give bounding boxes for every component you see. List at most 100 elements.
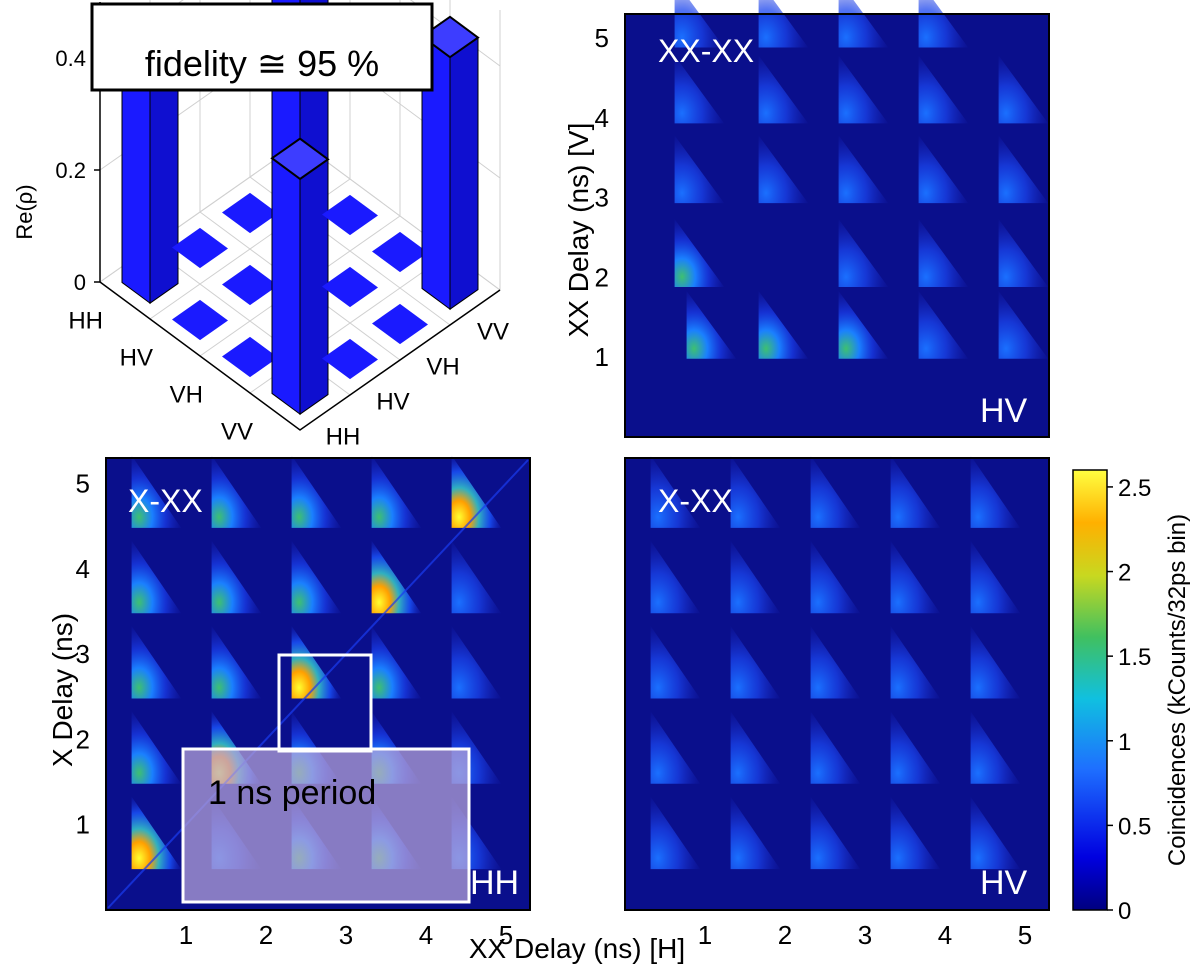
heatmap-x-xx-hh-yticks: 1 2 3 4 5 [76,469,90,840]
heatmap-xx-xx-basis: HV [980,392,1028,430]
heatmap-peak-1-4 [998,290,1049,359]
heatmap-peak-3-8 [890,711,941,784]
xtick-label-3-4: 5 [1018,920,1032,950]
xtick-label-3-3: 4 [938,920,952,950]
heatmap-peak-1-19 [674,0,725,48]
heatmap-peak-2-12 [291,626,342,699]
colorbar-tick-label-5: 2.5 [1118,475,1151,502]
ytick-label-1-3: 4 [595,103,609,133]
heatmap-peak-3-10 [650,626,701,699]
heatmap-peak-1-17 [918,55,969,124]
heatmap-peak-1-12 [918,135,969,204]
heatmap-xx-xx-peaks [674,0,1049,359]
colorbar: 0 0.5 1 1.5 2 2.5 Coincidences (kCounts/32ps … [1072,469,1191,925]
heatmap-peak-3-0 [650,796,701,870]
heatmap-peak-1-11 [838,135,889,204]
density-matrix-zlabel: Re(ρ) [12,184,37,239]
row-label-3: VV [221,419,253,446]
xtick-label-2-3: 4 [419,920,433,950]
fidelity-title: fidelity ≅ 95 % [145,43,379,84]
heatmap-peak-3-1 [730,796,781,870]
xtick-label-2-2: 3 [339,920,353,950]
density-matrix-row-labels: HH HV VH VV [68,308,253,446]
heatmap-peak-1-9 [674,135,725,204]
heatmap-x-xx-hh-diagonal [107,459,529,909]
heatmap-x-xx-hv-panel: X-XX HV 1 2 3 4 5 [624,455,1050,950]
heatmap-x-xx-hh-xticks: 1 2 3 4 5 [179,920,513,950]
heatmap-peak-3-23 [890,455,941,528]
ytick-label-1-1: 2 [595,262,609,292]
heatmap-peak-2-22 [291,455,342,528]
heatmap-xx-xx-label: XX-XX [658,33,754,69]
heatmap-peak-1-6 [838,219,889,287]
heatmap-peak-3-18 [890,540,941,614]
heatmap-x-xx-hv-peaks [650,455,1021,870]
ytick-label-1-2: 3 [595,183,609,213]
ytick-label-2-1: 2 [76,724,90,754]
heatmap-peak-2-18 [371,540,422,614]
heatmap-peak-3-6 [730,711,781,784]
heatmap-peak-2-23 [371,455,422,528]
heatmap-peak-3-21 [730,455,781,528]
colorbar-ticks: 0 0.5 1 1.5 2 2.5 [1107,475,1151,925]
xtick-label-2-0: 1 [179,920,193,950]
heatmap-x-xx-hh-basis: HH [470,864,519,902]
xtick-label-3-0: 1 [698,920,712,950]
heatmap-peak-1-10 [758,135,809,204]
ytick-label-2-2: 3 [76,639,90,669]
heatmap-peak-2-10 [131,626,182,699]
density-matrix-panel: 0 0.2 0.4 Re(ρ) HH HV VH VV HH HV VH VV fidelity… [12,0,509,451]
heatmap-peak-2-17 [291,540,342,614]
ytick-label-2-3: 4 [76,554,90,584]
heatmap-peak-3-7 [810,711,861,784]
ytick-label-1-0: 1 [595,342,609,372]
heatmap-peak-3-13 [890,626,941,699]
shared-xlabel: XX Delay (ns) [H] [469,933,685,964]
heatmap-peak-3-16 [730,540,781,614]
density-matrix-zticks: 0 0.2 0.4 [55,46,100,295]
ytick-label-2-0: 1 [76,810,90,840]
ytick-label-2-4: 5 [76,469,90,499]
bar-vv-hv-flat [322,338,378,380]
row-label-2: VH [170,382,203,409]
colorbar-tick-label-3: 1.5 [1118,644,1151,671]
heatmap-peak-1-13 [998,135,1049,204]
fidelity-box [90,2,434,92]
period-overlay-box [181,747,471,904]
heatmap-peak-2-24 [451,455,502,528]
heatmap-x-xx-hh-frame [105,457,531,911]
bar-vh-vv-flat [372,231,428,273]
heatmap-peak-1-22 [918,0,969,48]
bar-hv-hh-flat [172,299,228,341]
heatmap-peak-2-0 [131,796,182,870]
heatmap-peak-3-2 [810,796,861,870]
heatmap-peak-2-5 [131,711,182,784]
heatmap-peak-1-8 [998,219,1049,287]
bar-vh-vh-flat [322,266,378,308]
bar-vv-hh-top-face [270,137,330,181]
col-label-2: VH [426,354,459,381]
colorbar-gradient [1072,469,1108,911]
row-label-1: HV [120,345,153,372]
heatmap-peak-1-15 [758,55,809,124]
heatmap-x-xx-hh-panel: 1 ns period X-XX HH 1 2 3 4 5 1 2 3 4 5 X Delay … [47,455,531,950]
col-label-0: HH [326,424,361,451]
bar-hh-vh-flat [222,192,278,234]
heatmap-peak-1-18 [998,55,1049,124]
xtick-label-3-1: 2 [778,920,792,950]
heatmap-x-xx-hv-basis: HV [980,864,1028,902]
heatmap-peak-1-0 [686,290,737,359]
heatmap-peak-1-14 [674,55,725,124]
heatmap-x-xx-hv-xticks: 1 2 3 4 5 [698,920,1032,950]
bar-vv-vh-flat [372,303,428,345]
heatmap-xx-xx-ylabel: XX Delay (ns) [V] [563,123,594,338]
heatmap-peak-1-2 [838,290,889,359]
heatmap-peak-2-21 [211,455,262,528]
bar-hh-hv-flat [172,227,228,269]
bar-vv-hh-front-left-face [271,157,301,416]
bar-hv-vv-flat [322,194,378,236]
heatmap-peak-3-3 [890,796,941,870]
heatmap-peak-2-19 [451,540,502,614]
colorbar-tick-label-1: 0.5 [1118,813,1151,840]
